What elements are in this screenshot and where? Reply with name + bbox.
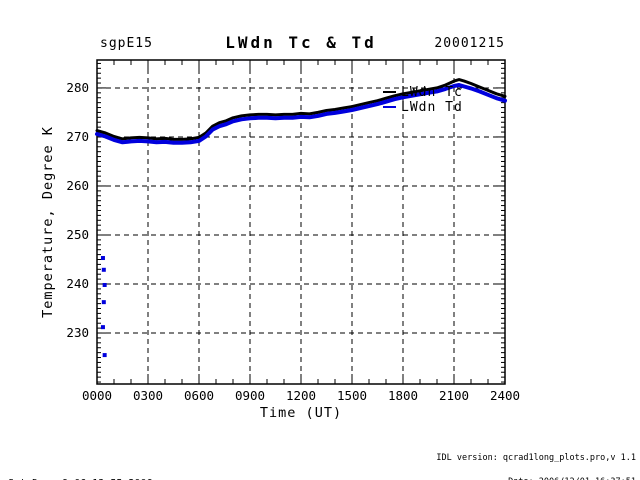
site-label: sgpE15 bbox=[100, 36, 153, 51]
legend-label-tc: LWdn Tc bbox=[401, 85, 463, 100]
series-line-td bbox=[95, 83, 507, 145]
svg-text:1800: 1800 bbox=[388, 388, 418, 403]
svg-text:2400: 2400 bbox=[490, 388, 520, 403]
svg-text:1200: 1200 bbox=[286, 388, 316, 403]
footer-left: Sat Dec 9 06:13:55 2006 Battelle Pacific… bbox=[8, 444, 417, 480]
footer-right: IDL version: qcrad1long_plots.pro,v 1.1 … bbox=[370, 438, 636, 480]
x-tick-labels: 0000 0300 0600 0900 1200 1500 1800 2100 2400 bbox=[82, 388, 520, 403]
svg-text:0000: 0000 bbox=[82, 388, 112, 403]
svg-text:280: 280 bbox=[66, 80, 89, 95]
legend-label-td: LWdn Td bbox=[401, 100, 463, 115]
svg-text:0300: 0300 bbox=[133, 388, 163, 403]
svg-text:0600: 0600 bbox=[184, 388, 214, 403]
outlier-points bbox=[100, 256, 107, 358]
svg-text:230: 230 bbox=[66, 325, 89, 340]
x-axis-label: Time (UT) bbox=[260, 405, 342, 421]
footer-idl-version: IDL version: qcrad1long_plots.pro,v 1.1 bbox=[436, 453, 636, 463]
page-title: LWdn Tc & Td bbox=[225, 33, 377, 52]
svg-text:1500: 1500 bbox=[337, 388, 367, 403]
svg-text:250: 250 bbox=[66, 227, 89, 242]
svg-text:2100: 2100 bbox=[439, 388, 469, 403]
axis-ticks bbox=[96, 60, 506, 384]
y-tick-labels: 230 240 250 260 270 280 bbox=[66, 80, 89, 340]
footer-idl-date: Date: 2006/12/01 16:37:51 bbox=[370, 478, 636, 480]
svg-text:0900: 0900 bbox=[235, 388, 265, 403]
svg-text:260: 260 bbox=[66, 178, 89, 193]
series-line-tc bbox=[95, 78, 507, 141]
y-axis-label: Temperature, Degree K bbox=[40, 126, 56, 318]
svg-text:270: 270 bbox=[66, 129, 89, 144]
footer-timestamp: Sat Dec 9 06:13:55 2006 bbox=[8, 476, 417, 480]
date-label: 20001215 bbox=[434, 36, 505, 51]
svg-text:240: 240 bbox=[66, 276, 89, 291]
